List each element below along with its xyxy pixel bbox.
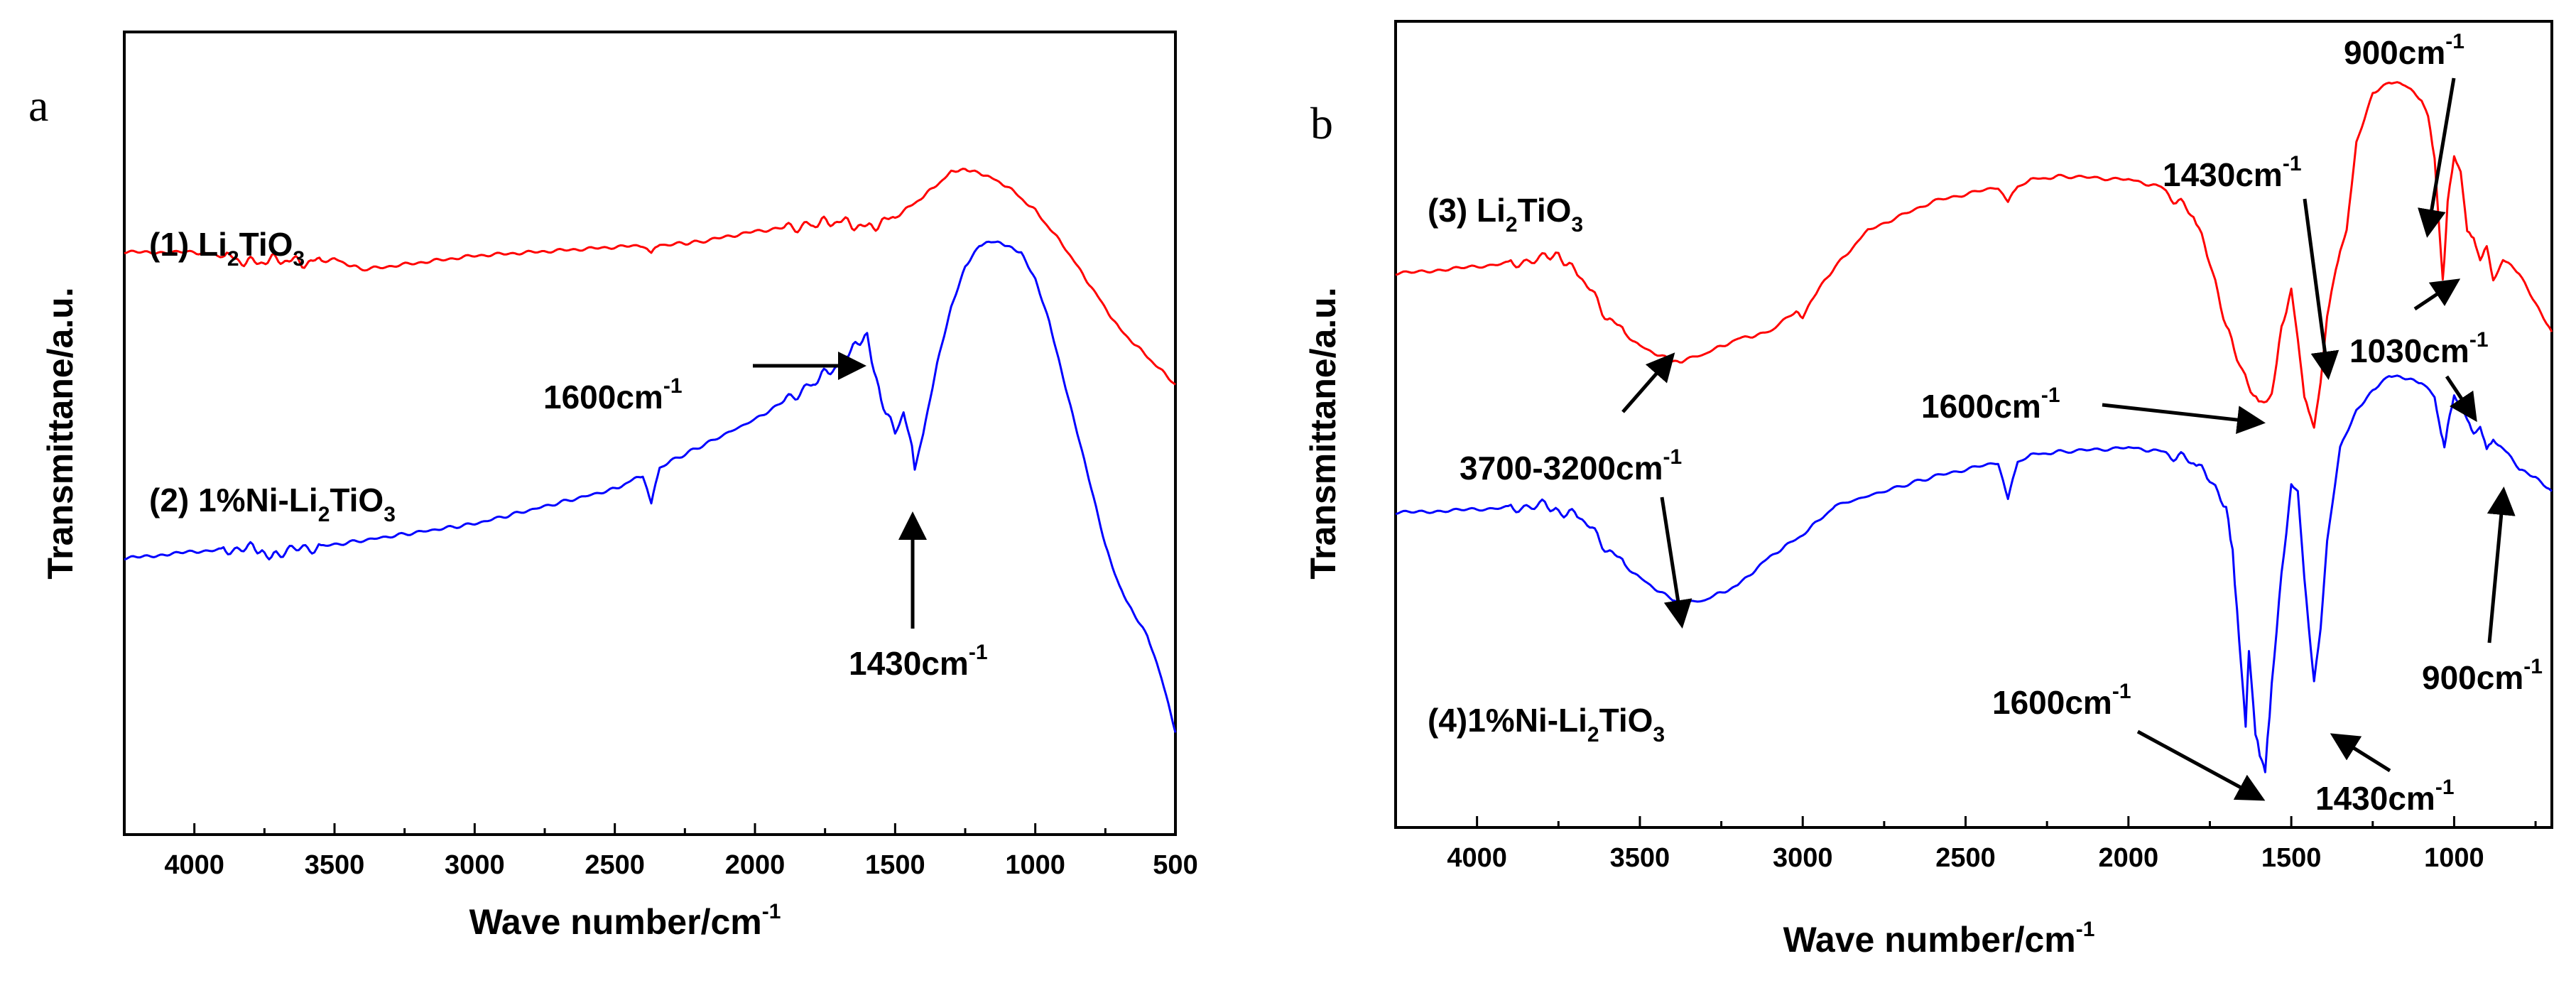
- panel-b-letter: b: [1310, 98, 1333, 148]
- series-label-1: (1) Li2TiO3: [149, 226, 305, 271]
- arrow-b-1600-top: [2102, 403, 2266, 435]
- series-line-2: [124, 240, 1177, 733]
- x-tick-label: 2000: [725, 850, 786, 880]
- annotation-b-900-top: 900cm-1: [2344, 30, 2464, 71]
- x-tick-label: 3000: [445, 850, 505, 880]
- panel-b-series: [1395, 81, 2553, 773]
- panel-b: b 4000 3500 3000 2500 2000 1500 1000 Wave numb…: [1303, 20, 2553, 960]
- arrow-b-1030-down: [2445, 375, 2477, 423]
- x-tick-label: 1500: [865, 850, 925, 880]
- x-tick-label: 3000: [1773, 843, 1833, 873]
- x-tick-label: 3500: [1610, 843, 1670, 873]
- panel-a-series: [124, 168, 1177, 733]
- series-line-3: [1395, 81, 2553, 429]
- series-label-4: (4)1%Ni-Li2TiO3: [1428, 702, 1665, 747]
- panel-a-letter: a: [28, 80, 48, 131]
- annotation-a-1600: 1600cm-1: [543, 374, 683, 416]
- annotation-b-900-bottom: 900cm-1: [2422, 655, 2543, 696]
- x-tick-label: 1500: [2261, 843, 2322, 873]
- x-tick-label: 2000: [2099, 843, 2159, 873]
- panel-a: a 4000 3500 3000 2500 2000 1500 1000 500 Wave n…: [28, 31, 1198, 942]
- x-tick-label: 4000: [164, 850, 224, 880]
- x-tick-label: 1000: [1005, 850, 1065, 880]
- panel-b-x-ticks: 4000 3500 3000 2500 2000 1500 1000: [1394, 816, 2537, 873]
- annotation-b-3700-3200: 3700-3200cm-1: [1460, 445, 1682, 487]
- x-tick-label: 1000: [2424, 843, 2484, 873]
- arrow-b-3700-down: [1660, 496, 1692, 629]
- x-tick-label: 3500: [305, 850, 365, 880]
- panel-a-y-axis-title: Transmittane/a.u.: [40, 287, 80, 579]
- series-label-3: (3) Li2TiO3: [1428, 192, 1583, 237]
- x-tick-label: 2500: [1935, 843, 1996, 873]
- series-label-2: (2) 1%Ni-Li2TiO3: [149, 482, 396, 526]
- arrow-b-1600-bottom: [2136, 729, 2266, 801]
- series-line-4: [1395, 374, 2553, 773]
- arrow-b-1430-bottom: [2330, 733, 2391, 773]
- arrow-b-900-top: [2418, 77, 2456, 238]
- x-tick-label: 500: [1153, 850, 1197, 880]
- annotation-b-1430-top: 1430cm-1: [2163, 152, 2302, 193]
- panel-a-x-axis-title: Wave number/cm-1: [469, 900, 781, 942]
- panel-b-y-axis-title: Transmittane/a.u.: [1303, 287, 1343, 579]
- annotation-b-1030: 1030cm-1: [2349, 328, 2489, 369]
- panel-a-x-ticks: 4000 3500 3000 2500 2000 1500 1000 500: [123, 823, 1198, 880]
- arrow-b-1430-top: [2303, 198, 2339, 380]
- arrow-b-900-bottom: [2487, 487, 2516, 644]
- annotation-b-1430-bottom: 1430cm-1: [2315, 776, 2455, 817]
- series-line-1: [124, 168, 1176, 386]
- panel-a-plot-frame: [123, 31, 1177, 836]
- arrow-b-3700-up: [1621, 352, 1675, 413]
- panel-b-plot-frame: [1394, 20, 2553, 829]
- annotation-b-1600-bottom: 1600cm-1: [1992, 680, 2131, 721]
- annotation-a-1430: 1430cm-1: [849, 641, 988, 682]
- x-tick-label: 4000: [1447, 843, 1507, 873]
- panel-b-x-axis-title: Wave number/cm-1: [1783, 918, 2095, 960]
- annotation-b-1600-top: 1600cm-1: [1921, 384, 2060, 425]
- arrow-b-1030-up: [2413, 278, 2461, 311]
- x-tick-label: 2500: [585, 850, 645, 880]
